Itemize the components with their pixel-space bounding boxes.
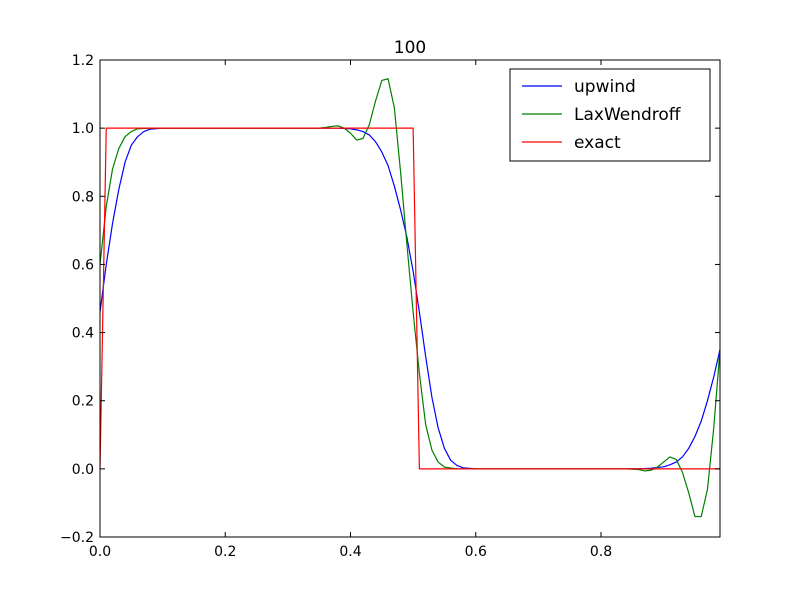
series-line-exact xyxy=(100,127,720,470)
x-tick-label: 0.2 xyxy=(214,544,236,560)
x-tick-label: 0.4 xyxy=(339,544,361,560)
y-tick-label: −0.2 xyxy=(60,530,94,546)
y-tick-label: 1.0 xyxy=(72,121,94,137)
tick-layer: 0.0 0.2 0.4 0.6 0.8−0.20.00.20.40.60.81.01.2 xyxy=(60,53,720,560)
legend: upwind LaxWendroff exact xyxy=(509,68,711,162)
legend-box xyxy=(509,68,711,162)
legend-label-exact: exact xyxy=(574,133,621,153)
y-tick-label: 0.0 xyxy=(72,462,94,478)
y-tick-label: 0.6 xyxy=(72,257,94,273)
y-tick-label: 1.2 xyxy=(72,53,94,69)
legend-label-laxwendroff: LaxWendroff xyxy=(574,105,682,125)
x-tick-label: 0.6 xyxy=(465,544,487,560)
legend-label-upwind: upwind xyxy=(574,77,636,97)
plot-frame xyxy=(99,59,721,538)
x-tick-label: 0.8 xyxy=(590,544,612,560)
chart-title: 100 xyxy=(394,38,426,58)
y-tick-label: 0.4 xyxy=(72,326,94,342)
x-tick-label: 0.0 xyxy=(89,544,111,560)
y-tick-label: 0.2 xyxy=(72,394,94,410)
y-tick-label: 0.8 xyxy=(72,189,94,205)
series-layer xyxy=(100,78,720,518)
